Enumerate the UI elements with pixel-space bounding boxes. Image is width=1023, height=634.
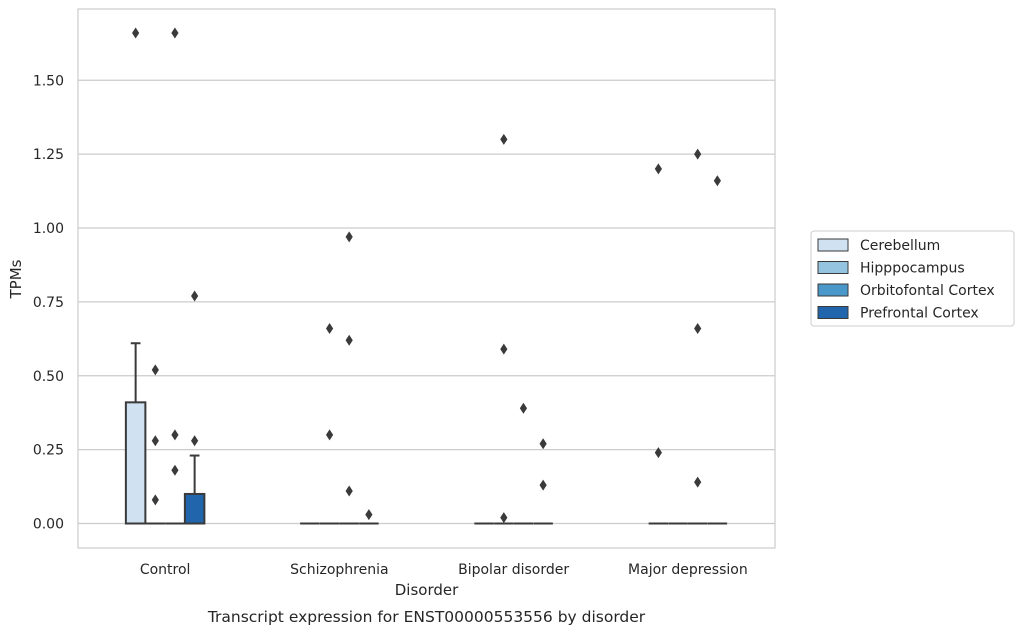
outlier-point-bipolar-disorder-hipppocampus — [500, 343, 508, 355]
outlier-point-major-depression-orbitofontal-cortex — [694, 148, 702, 160]
y-tick-label: 0.00 — [33, 517, 64, 533]
outlier-point-control-orbitofontal-cortex — [171, 27, 179, 39]
outlier-point-major-depression-cerebellum — [654, 447, 662, 459]
x-tick-label-bipolar-disorder: Bipolar disorder — [458, 562, 569, 578]
legend-label-cerebellum: Cerebellum — [860, 238, 940, 254]
legend-swatch-orbitofontal-cortex — [817, 283, 849, 297]
outlier-point-control-prefrontal-cortex — [191, 435, 199, 447]
outlier-point-bipolar-disorder-orbitofontal-cortex — [519, 402, 528, 414]
y-tick-label: 0.25 — [33, 443, 64, 459]
legend: Cerebellum Hipppocampus Orbitofontal Corte… — [810, 230, 1015, 327]
legend-swatch-prefrontal-cortex — [817, 306, 849, 319]
y-tick-label: 0.50 — [33, 369, 64, 385]
outlier-point-control-hipppocampus — [151, 364, 159, 376]
outlier-point-bipolar-disorder-prefrontal-cortex — [539, 479, 547, 491]
y-tick-label: 0.75 — [33, 295, 64, 311]
outlier-point-schizophrenia-hipppocampus — [325, 429, 334, 441]
plot-frame — [77, 8, 776, 549]
outlier-point-bipolar-disorder-hipppocampus — [500, 512, 508, 524]
legend-swatch-hipppocampus — [817, 261, 849, 274]
outlier-point-schizophrenia-orbitofontal-cortex — [345, 334, 353, 346]
box-control-cerebellum — [124, 342, 147, 525]
outlier-point-major-depression-orbitofontal-cortex — [694, 322, 702, 334]
outlier-point-schizophrenia-hipppocampus — [325, 322, 334, 334]
box-body-control-prefrontal-cortex — [183, 492, 206, 525]
x-tick-label-major-depression: Major depression — [628, 562, 748, 578]
outliers — [132, 27, 721, 524]
x-axis-label: Disorder — [395, 581, 459, 599]
legend-label-hipppocampus: Hipppocampus — [860, 261, 965, 277]
outlier-point-control-orbitofontal-cortex — [171, 429, 179, 441]
legend-swatch-cerebellum — [817, 238, 849, 252]
outlier-point-bipolar-disorder-prefrontal-cortex — [539, 438, 547, 450]
outlier-point-major-depression-cerebellum — [654, 163, 662, 175]
outlier-point-bipolar-disorder-hipppocampus — [500, 133, 508, 145]
outlier-point-control-orbitofontal-cortex — [171, 464, 179, 476]
chart-caption: Transcript expression for ENST0000055355… — [207, 608, 646, 626]
outlier-point-control-hipppocampus — [151, 494, 159, 506]
box-body-control-cerebellum — [124, 401, 147, 525]
gridlines — [78, 79, 775, 525]
outlier-point-schizophrenia-prefrontal-cortex — [365, 509, 373, 521]
y-tick-label: 1.25 — [33, 147, 64, 163]
box-control-prefrontal-cortex — [183, 454, 206, 525]
outlier-point-schizophrenia-orbitofontal-cortex — [345, 485, 353, 497]
outlier-point-major-depression-orbitofontal-cortex — [694, 476, 702, 488]
outlier-point-control-hipppocampus — [151, 435, 159, 447]
x-tick-label-control: Control — [140, 562, 191, 578]
outlier-point-schizophrenia-orbitofontal-cortex — [345, 231, 353, 243]
outlier-point-major-depression-prefrontal-cortex — [713, 175, 721, 187]
legend-frame — [810, 230, 1015, 327]
outlier-point-control-cerebellum — [132, 27, 140, 39]
y-tick-label: 1.00 — [33, 221, 64, 237]
y-tick-label: 1.50 — [33, 73, 64, 89]
y-tick-labels: 0.00 0.25 0.50 0.75 1.00 1.25 1.50 — [33, 73, 64, 532]
x-tick-labels: Control Schizophrenia Bipolar disorder Majo… — [140, 562, 748, 578]
outlier-point-control-prefrontal-cortex — [191, 290, 199, 302]
boxes — [124, 342, 728, 525]
legend-label-orbitofontal-cortex: Orbitofontal Cortex — [860, 283, 995, 299]
y-axis-label: TPMs — [7, 259, 25, 299]
legend-label-prefrontal-cortex: Prefrontal Cortex — [860, 306, 979, 322]
x-tick-label-schizophrenia: Schizophrenia — [290, 562, 388, 578]
